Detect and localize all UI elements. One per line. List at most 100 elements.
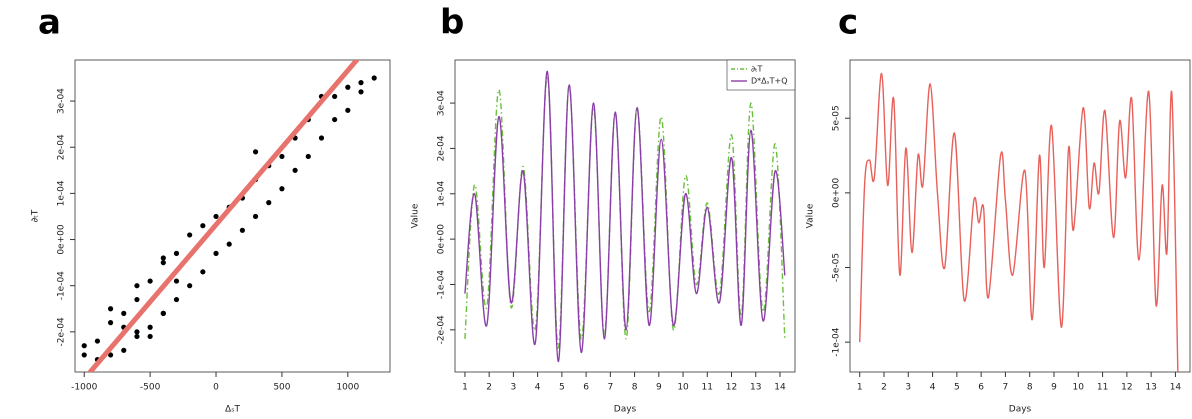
x-axis-title: ΔₛT — [225, 405, 241, 415]
fit-line — [87, 60, 360, 372]
series-line — [859, 72, 1179, 372]
point — [134, 283, 140, 289]
point — [252, 213, 259, 220]
x-tick-label: 0 — [213, 383, 219, 393]
point — [147, 324, 153, 330]
point — [187, 232, 193, 238]
y-tick-label: -5e-05 — [832, 253, 842, 282]
x-tick-label: 6 — [583, 383, 589, 393]
panel-label: b — [440, 3, 464, 43]
x-axis-title: Days — [614, 405, 637, 415]
y-tick-label: -2e-04 — [437, 315, 447, 344]
y-tick-label: 3e-04 — [57, 88, 67, 114]
point — [107, 306, 114, 312]
y-axis-title: ∂ₜT — [31, 209, 41, 222]
y-tick-label: 1e-04 — [437, 181, 447, 207]
x-tick-label: 1000 — [336, 383, 359, 393]
point — [107, 320, 114, 326]
point — [305, 153, 311, 160]
point — [173, 278, 180, 284]
point — [147, 333, 153, 340]
legend: ∂ₜT D*ΔₛT+Q — [726, 59, 796, 91]
plot-area — [81, 60, 377, 372]
y-tick-label: 5e-05 — [832, 105, 842, 131]
x-tick-label: 6 — [978, 383, 984, 393]
point — [134, 329, 140, 335]
y-tick-label: 0e+00 — [57, 224, 67, 255]
x-tick-label: 3 — [511, 383, 517, 393]
x-axis-title: Days — [1009, 405, 1032, 415]
x-tick-label: 9 — [1051, 383, 1057, 393]
x-tick-label: 13 — [750, 383, 761, 393]
y-tick-label: 0e+00 — [832, 177, 842, 208]
plot-frame — [454, 59, 796, 373]
plot-area — [859, 72, 1179, 372]
point — [121, 347, 127, 353]
x-tick-label: 500 — [273, 383, 290, 393]
x-tick-label: 12 — [1121, 383, 1132, 393]
x-tick-label: -500 — [140, 383, 161, 393]
point — [173, 296, 180, 303]
point — [134, 333, 140, 340]
point — [173, 250, 180, 256]
panel-label: c — [838, 3, 858, 43]
point — [94, 338, 101, 344]
panel: b1 2 3 4 5 6 7 8 9 10 11 12 13 14-2e-04-1e-040e+001e-… — [411, 3, 796, 415]
x-tick-label: 1 — [857, 383, 863, 393]
point — [226, 241, 232, 247]
x-tick-label: 11 — [1097, 383, 1108, 393]
x-tick-label: 5 — [954, 383, 960, 393]
point — [213, 213, 219, 220]
point — [200, 269, 206, 275]
x-tick-label: 1 — [462, 383, 468, 393]
x-tick-label: 9 — [656, 383, 662, 393]
y-tick-label: 1e-04 — [57, 180, 67, 206]
y-tick-label: 2e-04 — [437, 135, 447, 161]
panel: c1 2 3 4 5 6 7 8 9 10 11 12 13 14-1e-04-5e-050e+005e-… — [806, 3, 1191, 415]
x-tick-label: 8 — [632, 383, 638, 393]
x-tick-label: 5 — [559, 383, 565, 393]
y-tick-label: -1e-04 — [437, 270, 447, 299]
x-tick-label: 7 — [1003, 383, 1009, 393]
legend-box — [726, 59, 796, 91]
point — [200, 223, 206, 229]
point — [279, 186, 285, 192]
point — [81, 352, 87, 358]
legend-label: ∂ₜT — [751, 65, 762, 74]
y-tick-label: 0e+00 — [437, 224, 447, 255]
point — [332, 116, 338, 123]
x-tick-label: 4 — [930, 383, 936, 393]
point — [318, 135, 325, 141]
point — [239, 227, 245, 233]
point — [134, 296, 140, 303]
legend-label: D*ΔₛT+Q — [751, 77, 788, 86]
y-tick-label: 3e-04 — [437, 90, 447, 116]
x-tick-label: 2 — [881, 383, 887, 393]
y-axis-title: Value — [411, 203, 421, 228]
point — [107, 352, 114, 358]
y-tick-label: -1e-04 — [832, 327, 842, 356]
point — [252, 149, 259, 155]
x-tick-label: 3 — [905, 383, 911, 393]
point — [279, 153, 285, 160]
x-tick-label: -1000 — [71, 383, 97, 393]
point — [121, 310, 127, 316]
y-axis-title: Value — [806, 203, 816, 228]
point — [345, 107, 351, 113]
x-tick-label: 14 — [1170, 383, 1182, 393]
x-tick-label: 10 — [1073, 383, 1085, 393]
x-tick-label: 7 — [607, 383, 613, 393]
y-tick-label: 2e-04 — [57, 134, 67, 160]
plot-frame — [74, 59, 391, 373]
point — [345, 84, 351, 90]
x-tick-label: 10 — [677, 383, 689, 393]
x-tick-label: 12 — [726, 383, 737, 393]
point — [160, 310, 166, 316]
series-line — [464, 70, 786, 363]
x-tick-label: 13 — [1145, 383, 1156, 393]
point — [371, 75, 377, 81]
point — [213, 250, 219, 256]
x-tick-label: 2 — [486, 383, 492, 393]
point — [266, 200, 272, 206]
